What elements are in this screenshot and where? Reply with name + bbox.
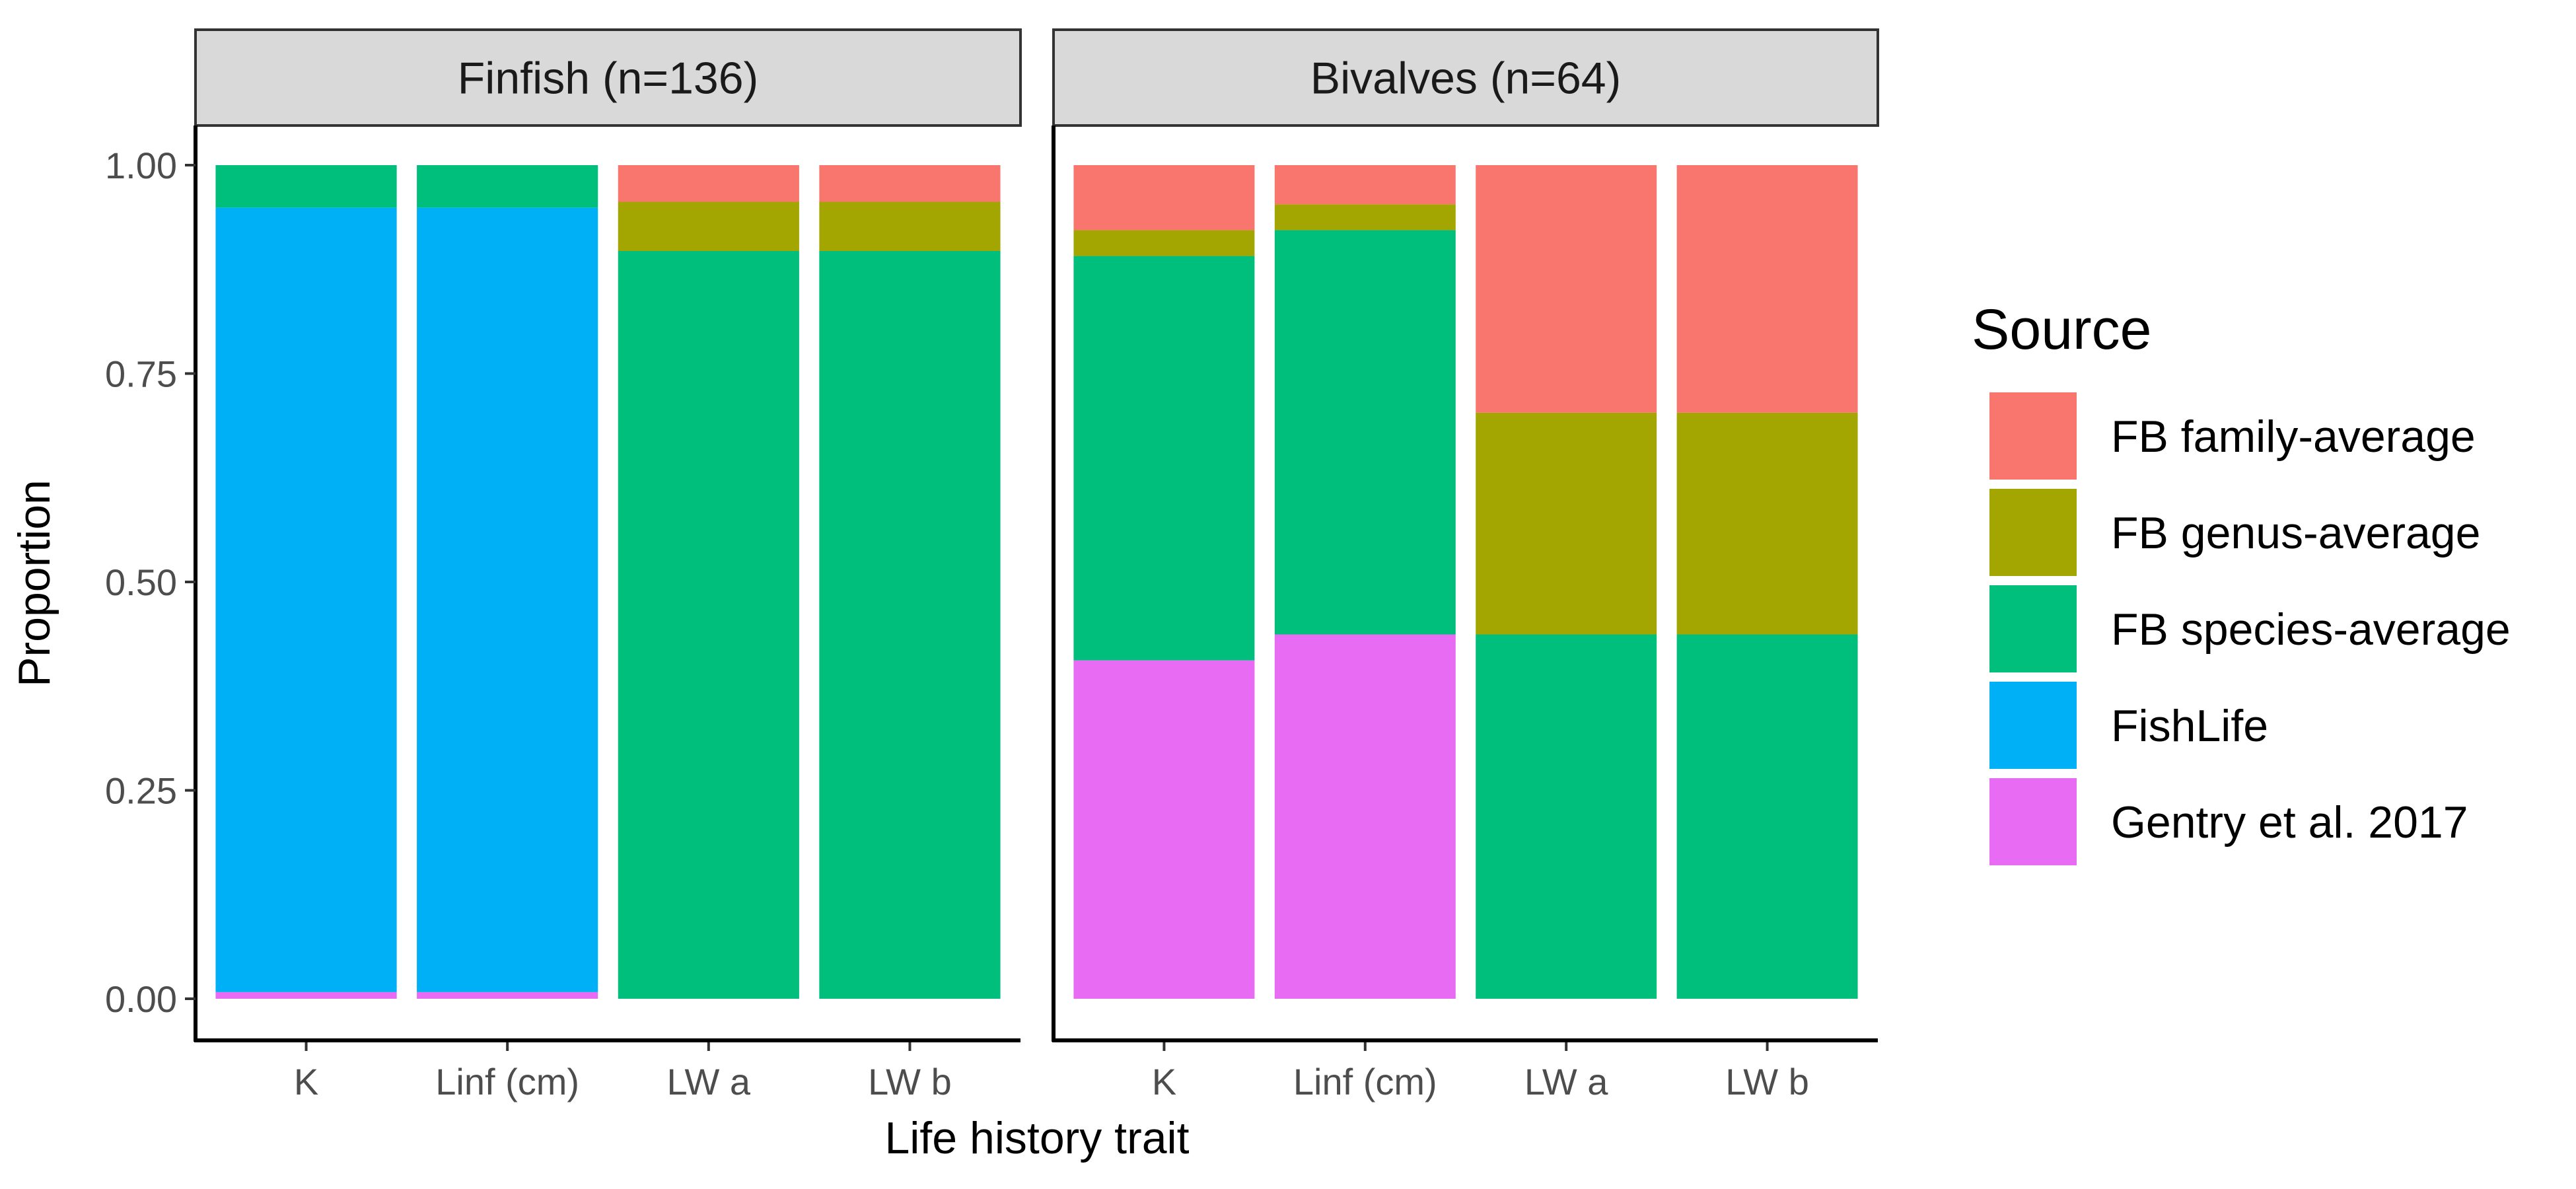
bar-segment (1476, 412, 1657, 635)
facet-strip-label: Finfish (n=136) (458, 54, 758, 104)
y-tick-label: 0.25 (105, 770, 177, 812)
legend-swatch (1989, 778, 2077, 865)
legend-label: FishLife (2111, 701, 2268, 751)
legend-item: Gentry et al. 2017 (1989, 778, 2468, 865)
bar-segment (1676, 634, 1858, 999)
legend-items: FB family-average FB genus-average FB spec… (1989, 392, 2511, 865)
y-tick-label: 1.00 (105, 145, 177, 186)
bar-segment (1274, 204, 1456, 231)
x-tick-label: K (294, 1061, 318, 1102)
y-tick-label: 0.50 (105, 561, 177, 603)
legend-item: FishLife (1989, 682, 2268, 769)
bar-segment (819, 165, 1001, 202)
legend-title: Source (1972, 298, 2152, 361)
bar-segment (1676, 165, 1858, 413)
x-tick-label: LW b (868, 1061, 952, 1102)
legend-item: FB genus-average (1989, 489, 2480, 576)
facet-strip (194, 28, 1022, 127)
facet-strip (1052, 28, 1879, 127)
bar-segment (618, 165, 799, 202)
bar-segment (417, 165, 598, 208)
bar-segment (1073, 230, 1255, 256)
legend-item: FB species-average (1989, 585, 2511, 672)
bar-segment (417, 991, 598, 999)
facet-strip-label: Bivalves (n=64) (1310, 54, 1622, 104)
y-axis-title: Proportion (9, 480, 59, 687)
legend-swatch (1989, 489, 2077, 576)
bar-segment (1676, 412, 1858, 635)
facet-panel: Finfish (n=136) K Linf (cm) LW a LW b 0.00 0.2… (105, 28, 1022, 1102)
bar-segment (1274, 230, 1456, 635)
legend-item: FB family-average (1989, 392, 2476, 480)
bar-segment (215, 207, 397, 992)
bar-segment (1274, 634, 1456, 999)
bar-segment (1476, 165, 1657, 413)
x-tick-label: LW b (1725, 1061, 1809, 1102)
bar-segment (618, 250, 799, 999)
legend: Source FB family-average FB genus-average… (1972, 298, 2511, 865)
bar-segment (1073, 165, 1255, 231)
y-tick-label: 0.00 (105, 978, 177, 1020)
x-tick-label: LW a (667, 1061, 751, 1102)
bar-segment (417, 207, 598, 992)
bar-segment (1073, 256, 1255, 661)
bar-segment (215, 991, 397, 999)
legend-swatch (1989, 682, 2077, 769)
bar-segment (215, 165, 397, 208)
facets: Finfish (n=136) K Linf (cm) LW a LW b 0.00 0.2… (105, 28, 1879, 1102)
legend-label: FB family-average (2111, 412, 2476, 462)
legend-label: FB species-average (2111, 604, 2511, 655)
legend-label: Gentry et al. 2017 (2111, 797, 2468, 847)
y-tick-label: 0.75 (105, 353, 177, 395)
legend-swatch (1989, 392, 2077, 480)
x-tick-label: LW a (1524, 1061, 1608, 1102)
bar-segment (819, 201, 1001, 251)
x-tick-label: Linf (cm) (435, 1061, 579, 1102)
facet-panel: Bivalves (n=64) K Linf (cm) LW a LW b (1052, 28, 1879, 1102)
bar-segment (1476, 634, 1657, 999)
bar-segment (819, 250, 1001, 999)
bar-segment (618, 201, 799, 251)
legend-swatch (1989, 585, 2077, 672)
x-axis-title: Life history trait (884, 1113, 1189, 1163)
bar-segment (1274, 165, 1456, 205)
legend-label: FB genus-average (2111, 508, 2480, 558)
bar-segment (1073, 660, 1255, 999)
x-tick-label: K (1152, 1061, 1176, 1102)
x-tick-label: Linf (cm) (1293, 1061, 1437, 1102)
